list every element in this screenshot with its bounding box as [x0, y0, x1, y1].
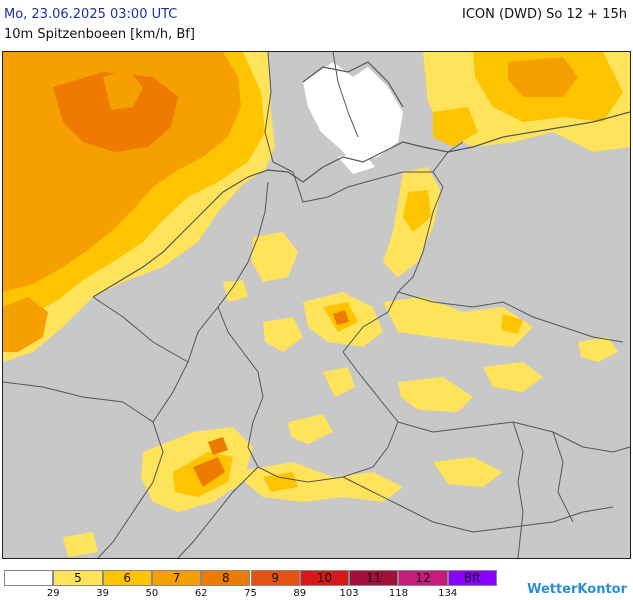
legend-box-1: 5: [53, 570, 103, 586]
gust-patches-very-strong: [193, 310, 349, 487]
brand-logo: WetterKontor: [527, 582, 627, 597]
brand-text: WetterKontor: [527, 582, 627, 597]
legend-box-4: 8: [201, 570, 251, 586]
legend-tick-0: 29: [46, 588, 60, 599]
gust-field-west: [3, 52, 275, 362]
legend-tick-5: 89: [293, 588, 307, 599]
parameter-label: 10m Spitzenboeen [km/h, Bf]: [4, 27, 195, 42]
valid-time-label: Mo, 23.06.2025 03:00 UTC: [4, 7, 178, 22]
legend-tick-2: 50: [145, 588, 159, 599]
legend-box-9: Bft: [447, 570, 497, 586]
legend-box-6: 10: [299, 570, 350, 586]
legend-tick-1: 39: [96, 588, 109, 599]
country-borders: [3, 52, 630, 558]
legend-tick-4: 75: [244, 588, 257, 599]
gust-field-northeast: [423, 52, 630, 152]
legend-box-0: [4, 570, 54, 586]
legend-box-3: 7: [151, 570, 202, 586]
legend-tick-3: 62: [194, 588, 208, 599]
legend-box-7: 11: [349, 570, 399, 586]
legend-box-8: 12: [398, 570, 448, 586]
gust-patches-land: [63, 167, 618, 557]
legend-box-2: 6: [102, 570, 152, 586]
coastlines: [92, 61, 630, 298]
legend-tick-7: 118: [388, 588, 408, 599]
model-run-label: ICON (DWD) So 12 + 15h: [462, 7, 627, 22]
legend-box-5: 9: [250, 570, 300, 586]
wind-gust-map[interactable]: [2, 51, 631, 559]
legend-tick-8: 134: [438, 588, 458, 599]
legend-tick-6: 103: [339, 588, 359, 599]
